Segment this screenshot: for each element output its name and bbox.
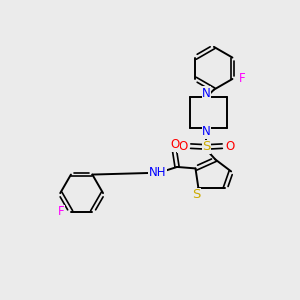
Text: O: O [170,138,179,152]
Text: O: O [226,140,235,153]
Text: NH: NH [149,167,166,179]
Text: O: O [178,140,187,153]
Text: F: F [58,205,65,218]
Text: S: S [202,140,211,153]
Text: N: N [202,125,211,138]
Text: N: N [202,87,211,100]
Text: F: F [238,73,245,85]
Text: S: S [192,188,200,201]
